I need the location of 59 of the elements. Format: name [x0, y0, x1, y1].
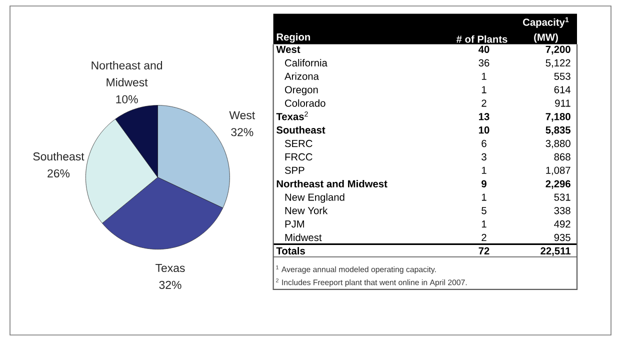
text: 13 [478, 113, 490, 120]
text: New England [285, 193, 344, 203]
text: Colorado [285, 99, 326, 107]
text: Oregon [284, 86, 318, 96]
text: 1 [482, 166, 486, 174]
text: 5,835 [546, 126, 571, 136]
text: SPP [284, 166, 304, 174]
data-label: 26% [48, 169, 70, 178]
text: Southeast [276, 126, 326, 134]
text: California [285, 59, 328, 66]
data-label: 32% [159, 280, 182, 289]
text: 553 [554, 72, 570, 80]
text: Totals [276, 247, 305, 254]
text: 911 [555, 100, 570, 107]
text: SERC [284, 140, 312, 148]
text: 935 [554, 234, 570, 242]
text: 1 [482, 194, 486, 201]
data-label: 10% [116, 95, 138, 104]
text: PJM [285, 220, 304, 228]
text: Midwest [285, 234, 322, 242]
text: 338 [554, 207, 570, 214]
text: 1 [482, 220, 486, 228]
text: 2,296 [546, 180, 570, 189]
text: 72 [478, 247, 490, 254]
slice-label: West [229, 111, 255, 120]
text: 3 [482, 153, 486, 160]
slice-label: Southeast [33, 152, 84, 160]
text: Arizona [284, 72, 319, 80]
text: 1,087 [546, 166, 570, 176]
text: Capacity$^{1}$ (MW) [523, 17, 569, 43]
text: New York [285, 206, 328, 214]
text: 3,880 [546, 140, 570, 148]
slice-label: Texas [156, 264, 185, 272]
text: 6 [482, 140, 486, 148]
text: Region [276, 33, 310, 43]
text: 5 [482, 207, 486, 214]
text: 868 [554, 153, 570, 160]
slice-label: Northeast and Midwest [92, 61, 162, 86]
text: 2 [482, 100, 486, 107]
text: # of Plants [456, 35, 508, 43]
text: 10 [478, 126, 490, 134]
text: 40 [478, 46, 490, 53]
data-label: 32% [231, 128, 254, 136]
text: 9 [482, 180, 486, 188]
text: 614 [554, 86, 570, 94]
text: FRCC [285, 153, 312, 160]
text: Northeast and Midwest [276, 180, 388, 188]
text: 36 [478, 59, 490, 66]
text: 531 [554, 194, 570, 201]
text: 5,122 [546, 59, 570, 68]
text: West [276, 46, 300, 53]
text: 7,200 [546, 46, 570, 54]
text: 22,511 [540, 247, 571, 256]
text: 492 [554, 220, 570, 228]
text: 1 [482, 86, 486, 94]
text: 7,180 [546, 113, 570, 122]
text: Texas$^{2}$ [276, 112, 308, 120]
text: 1 [482, 72, 486, 80]
text: 2 [482, 234, 486, 241]
